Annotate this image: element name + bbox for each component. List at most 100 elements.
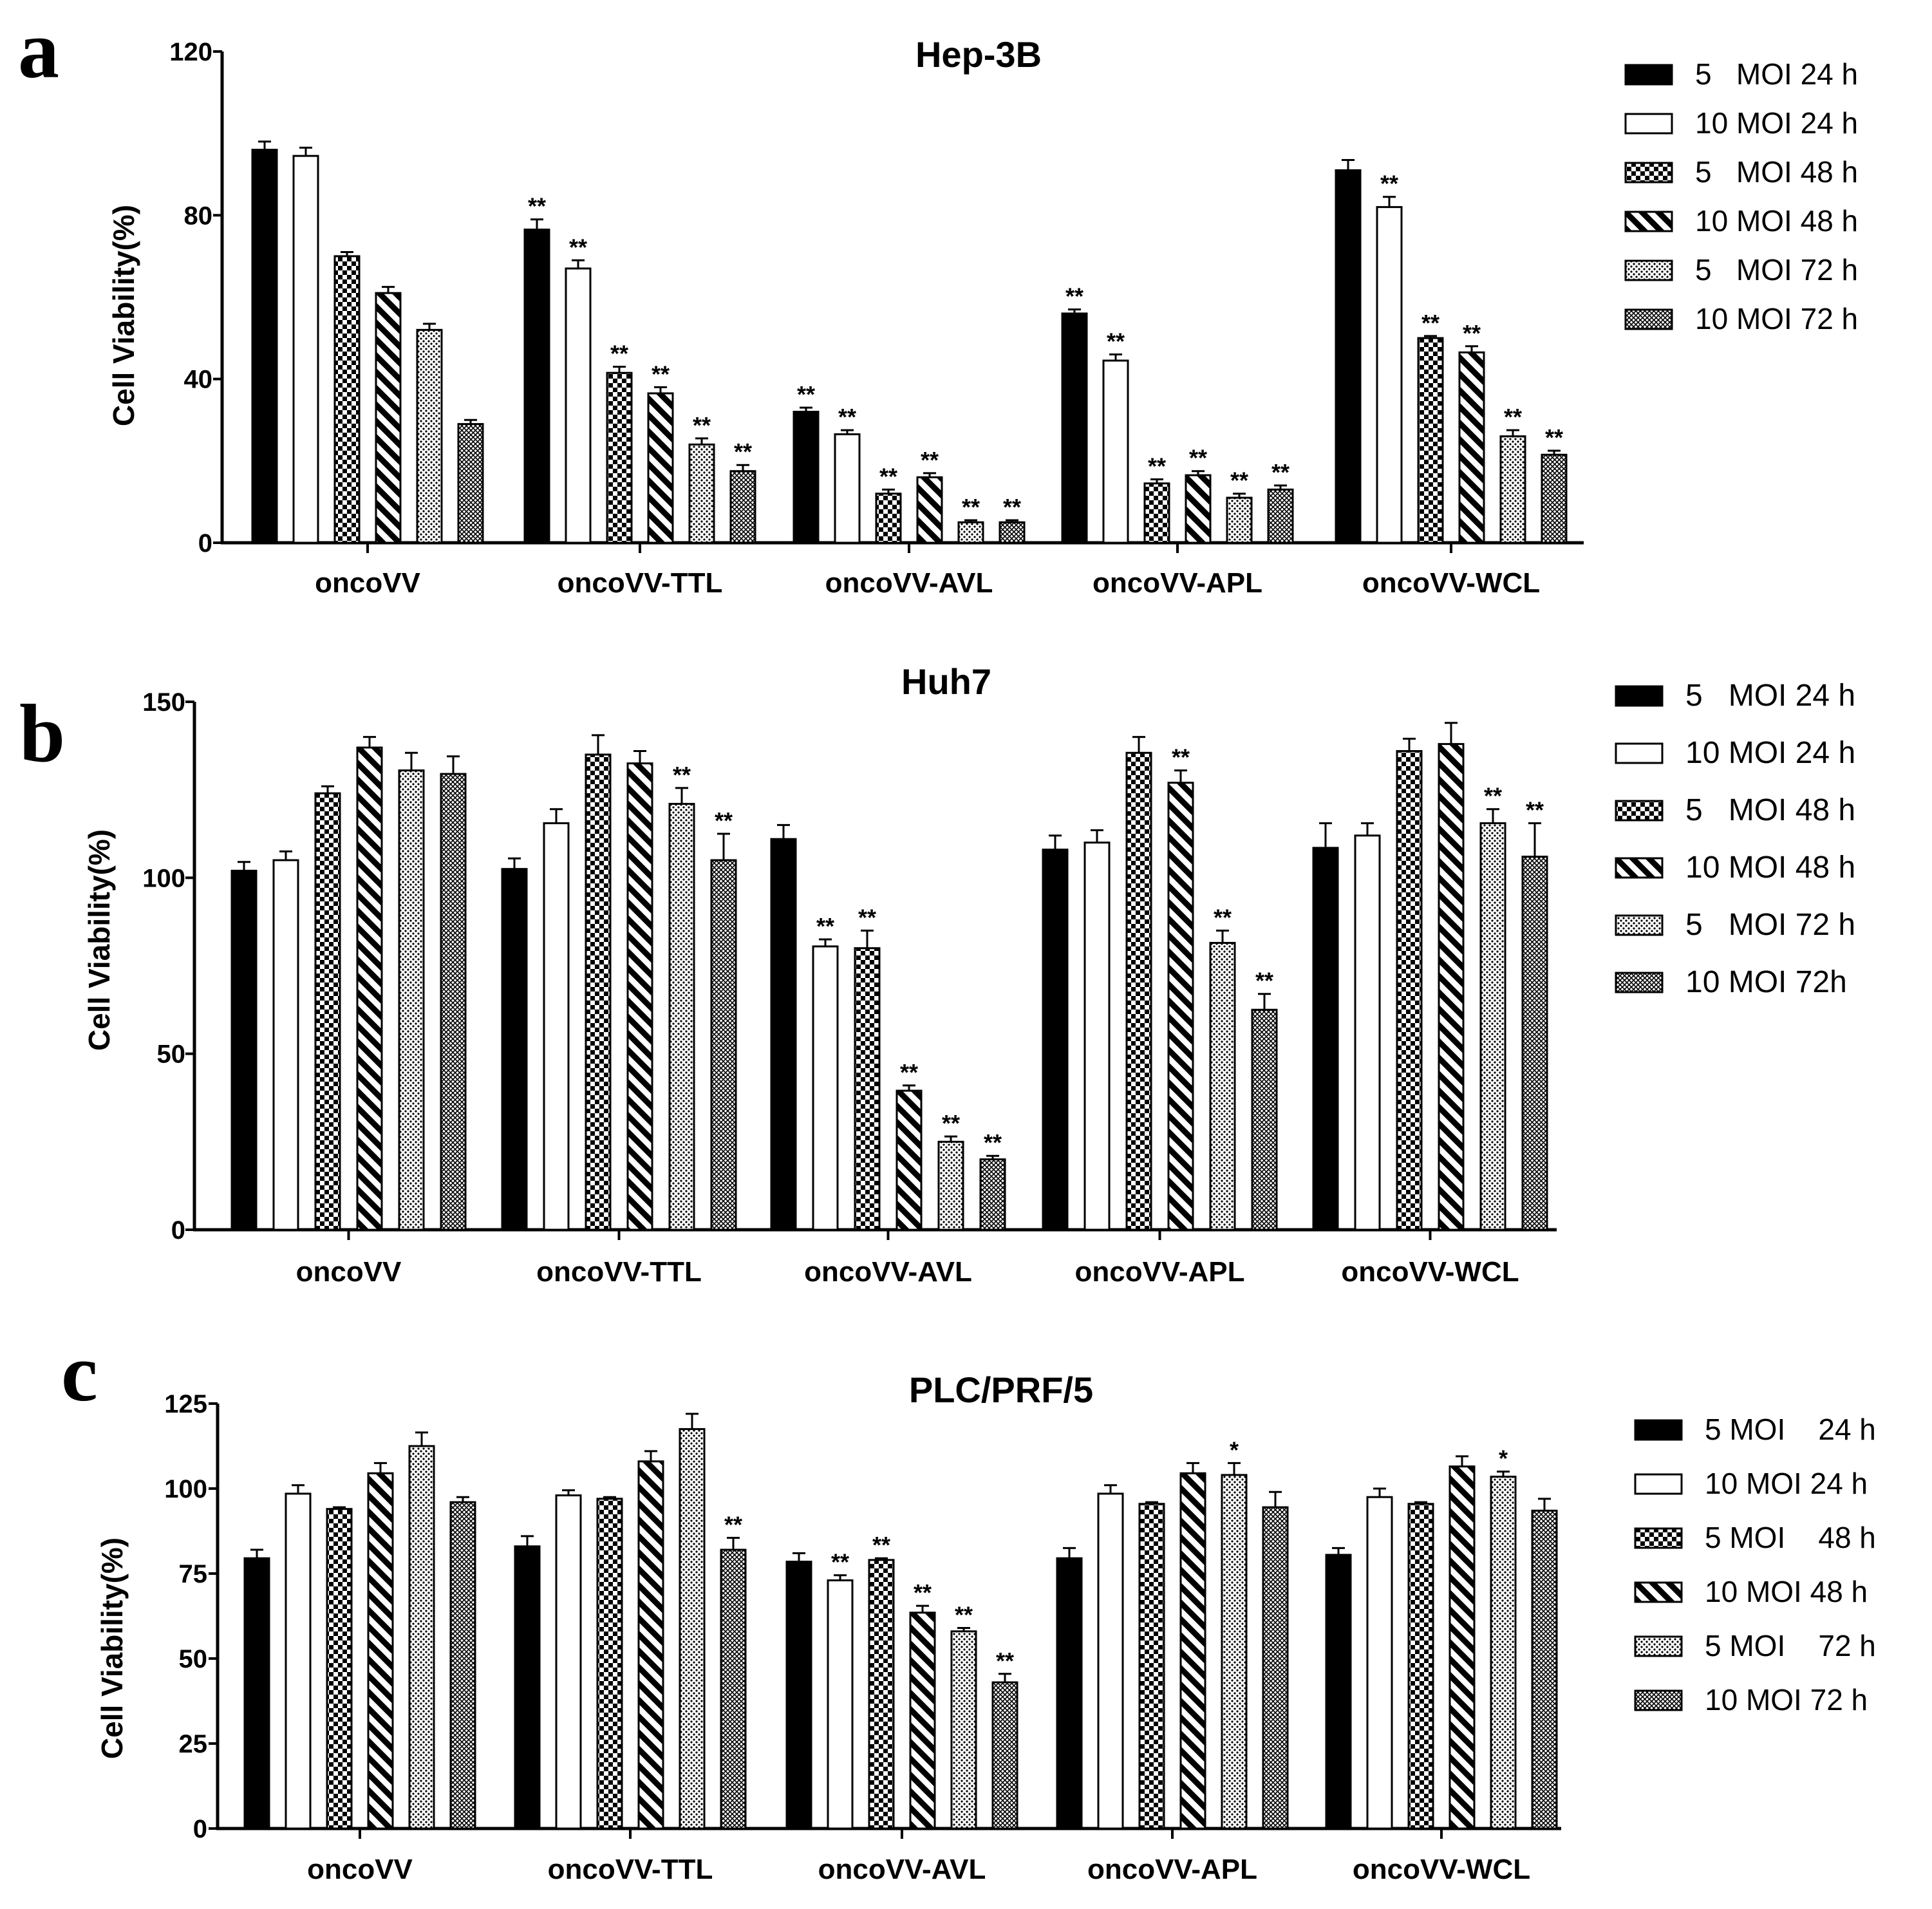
- bar: [957, 521, 984, 544]
- bar: [827, 1579, 854, 1830]
- legend-swatch: [1624, 113, 1673, 135]
- legend: 5 MOI 24 h 10 MOI 24 h 5 MOI 48 h 10 MOI 48…: [1634, 1413, 1876, 1716]
- legend-label: 5 MOI 48 h: [1695, 155, 1858, 189]
- panel-b: b Huh7 Cell Viability(%) 0 50 100 150 oncoVV…: [19, 661, 1855, 1288]
- bar: [514, 1545, 541, 1830]
- bar: [909, 1612, 936, 1830]
- bar: [1221, 1474, 1248, 1830]
- significance-mark: **: [1003, 494, 1021, 520]
- bar: [1438, 743, 1465, 1231]
- y-tick-label: 0: [198, 529, 212, 558]
- panel-label: c: [61, 1327, 98, 1418]
- bar: [1185, 474, 1212, 544]
- bar: [868, 1559, 895, 1830]
- legend-swatch: [1634, 1473, 1683, 1495]
- bar: [896, 1089, 923, 1231]
- category-label: oncoVV-WCL: [1353, 1854, 1530, 1885]
- bar: [1458, 351, 1485, 544]
- y-tick-label: 150: [142, 688, 185, 717]
- bar: [937, 1140, 964, 1231]
- bar: [1541, 453, 1568, 544]
- y-axis-label: Cell Viability(%): [107, 205, 140, 426]
- y-tick-label: 0: [171, 1216, 185, 1245]
- bar: [501, 868, 528, 1231]
- bar: [834, 433, 861, 544]
- bar: [1521, 856, 1548, 1231]
- bar: [326, 1508, 353, 1830]
- bar: [1490, 1476, 1517, 1830]
- legend-swatch: [1624, 259, 1673, 281]
- legend-swatch: [1615, 972, 1664, 993]
- significance-mark: **: [1504, 404, 1522, 430]
- legend-swatch: [1615, 685, 1664, 707]
- legend-swatch: [1634, 1419, 1683, 1441]
- bar: [440, 773, 467, 1231]
- bar: [1102, 359, 1129, 544]
- category-label: oncoVV: [307, 1854, 413, 1885]
- bar: [1061, 312, 1088, 544]
- bar: [1056, 1557, 1083, 1830]
- legend-swatch: [1634, 1689, 1683, 1711]
- bar: [1335, 169, 1362, 544]
- legend-swatch: [1624, 211, 1673, 232]
- panel-label: b: [19, 688, 65, 779]
- significance-mark: **: [1148, 453, 1166, 479]
- panel-a: a Hep-3B Cell Viability(%) 0 40 80 120 oncoV…: [18, 4, 1858, 599]
- legend-label: 5 MOI 48 h: [1705, 1521, 1876, 1554]
- bar: [1251, 1008, 1278, 1231]
- category-label: oncoVV-WCL: [1341, 1256, 1519, 1288]
- legend-swatch: [1634, 1527, 1683, 1549]
- legend-swatch: [1634, 1581, 1683, 1603]
- y-tick-label: 25: [179, 1730, 208, 1758]
- bar: [1097, 1492, 1124, 1830]
- category-label: oncoVV-APL: [1087, 1854, 1257, 1885]
- category-label: oncoVV-AVL: [804, 1256, 972, 1288]
- y-tick-label: 125: [164, 1390, 207, 1418]
- bar: [1179, 1472, 1206, 1830]
- category-label: oncoVV: [296, 1256, 402, 1288]
- significance-mark: **: [1380, 171, 1398, 197]
- category-label: oncoVV-WCL: [1362, 567, 1540, 599]
- y-axis-label: Cell Viability(%): [95, 1538, 129, 1759]
- legend: 5 MOI 24 h 10 MOI 24 h 5 MOI 48 h 10 MOI 48…: [1615, 679, 1855, 999]
- legend-label: 5 MOI 72 h: [1705, 1629, 1876, 1662]
- legend-label: 10 MOI 72h: [1685, 965, 1847, 999]
- significance-mark: **: [693, 412, 711, 438]
- bar: [314, 792, 341, 1231]
- bar: [1407, 1503, 1434, 1830]
- significance-mark: **: [1484, 783, 1502, 809]
- plot-area: 0 40 80 120 oncoVV ** ** ** ** ** ** oncoVV-TTL ** **…: [169, 38, 1584, 599]
- plot-area: 0255075100125oncoVV**oncoVV-TTL*********…: [164, 1390, 1561, 1885]
- significance-mark: **: [900, 1059, 918, 1086]
- significance-mark: **: [1107, 328, 1125, 355]
- bar: [408, 1445, 435, 1830]
- legend-label: 10 MOI 24 h: [1705, 1467, 1868, 1500]
- bar: [251, 149, 278, 544]
- significance-mark: **: [610, 341, 628, 367]
- bar: [1499, 435, 1526, 544]
- plot-area: 0 50 100 150 oncoVV ** ** oncoVV-TTL ** ** ** ** ** o…: [142, 688, 1557, 1288]
- significance-mark: **: [1255, 968, 1273, 994]
- significance-mark: **: [858, 904, 876, 930]
- bar: [375, 292, 402, 544]
- legend-label: 5 MOI 72 h: [1685, 908, 1855, 942]
- panel-label: a: [18, 4, 59, 95]
- bar: [785, 1561, 812, 1830]
- y-tick-label: 100: [164, 1475, 207, 1503]
- y-tick-label: 120: [169, 38, 212, 66]
- bar: [720, 1548, 747, 1830]
- category-label: oncoVV-AVL: [818, 1854, 986, 1885]
- bar: [1417, 337, 1444, 544]
- significance-mark: **: [652, 361, 670, 387]
- bar: [585, 753, 612, 1231]
- bar: [626, 762, 653, 1231]
- legend-swatch: [1624, 308, 1673, 330]
- legend-label: 5 MOI 24 h: [1705, 1413, 1876, 1446]
- bar: [333, 255, 361, 544]
- bar: [647, 392, 674, 544]
- significance-mark: **: [1214, 904, 1232, 930]
- chart-title: PLC/PRF/5: [909, 1369, 1093, 1410]
- legend-swatch: [1615, 857, 1664, 879]
- bar: [1376, 206, 1403, 544]
- bar: [1125, 751, 1152, 1231]
